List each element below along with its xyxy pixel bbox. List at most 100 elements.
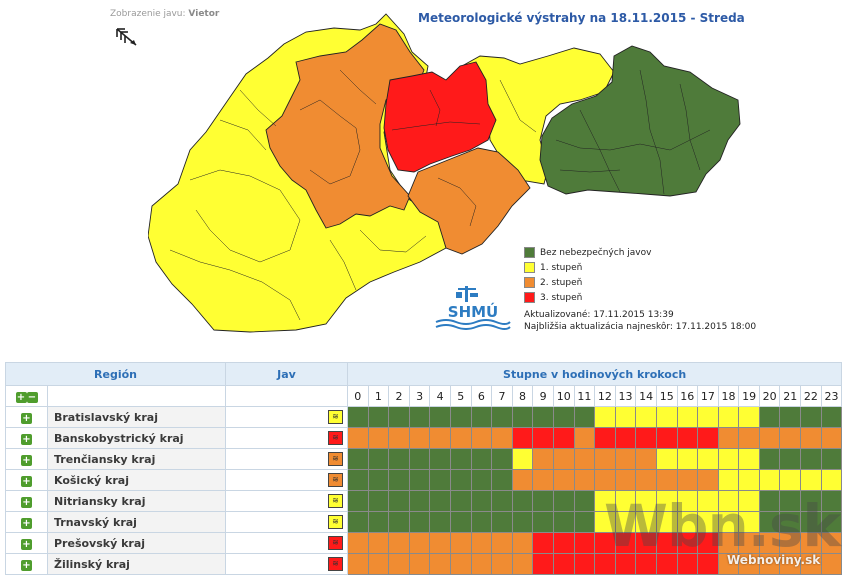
hour-level-cell xyxy=(532,532,554,554)
expand-cell: + xyxy=(5,490,48,512)
view-label: Zobrazenie javu: xyxy=(110,9,186,19)
hour-level-cell xyxy=(347,490,369,512)
expand-row-button[interactable]: + xyxy=(21,475,32,487)
hour-level-cell xyxy=(758,406,781,428)
jav-cell: ≋ xyxy=(225,532,348,554)
region-name[interactable]: Žilinský kraj xyxy=(47,553,226,575)
hour-level-cell xyxy=(655,469,678,491)
expand-row-button[interactable]: + xyxy=(21,538,32,550)
hour-level-cell xyxy=(408,427,431,449)
hour-level-cell xyxy=(676,511,699,533)
region-name[interactable]: Trenčiansky kraj xyxy=(47,448,226,470)
expand-row-button[interactable]: + xyxy=(21,496,32,508)
logo-text: SHMÚ xyxy=(448,302,498,321)
wind-warning-icon[interactable]: ≋ xyxy=(328,515,343,529)
hour-level-cell xyxy=(676,427,699,449)
expand-cell: + xyxy=(5,469,48,491)
wind-warning-icon[interactable]: ≋ xyxy=(328,557,343,571)
hour-label: 1 xyxy=(367,385,390,407)
region-name[interactable]: Nitriansky kraj xyxy=(47,490,226,512)
hour-level-cell xyxy=(367,490,390,512)
hour-level-cell xyxy=(676,490,699,512)
hour-level-cell xyxy=(408,511,431,533)
wind-warning-icon[interactable]: ≋ xyxy=(328,431,343,445)
view-value: Vietor xyxy=(188,9,220,19)
hour-level-cell xyxy=(820,448,843,470)
wind-warning-icon[interactable]: ≋ xyxy=(328,473,343,487)
hour-level-cell xyxy=(614,469,637,491)
hour-level-cell xyxy=(573,406,596,428)
hour-label: 13 xyxy=(614,385,637,407)
region-name[interactable]: Prešovský kraj xyxy=(47,532,226,554)
legend-label: 1. stupeň xyxy=(540,262,583,273)
hour-level-cell xyxy=(552,532,575,554)
hour-level-cell xyxy=(635,427,657,449)
wind-warning-icon[interactable]: ≋ xyxy=(328,452,343,466)
hour-level-cell xyxy=(367,553,390,575)
hour-label: 12 xyxy=(594,385,616,407)
expand-cell: + xyxy=(5,511,48,533)
hour-label: 18 xyxy=(717,385,740,407)
hour-level-cell xyxy=(388,448,410,470)
hour-level-cell xyxy=(429,532,451,554)
hour-level-cell xyxy=(511,553,534,575)
table-row: + Žilinský kraj ≋ xyxy=(5,553,843,575)
watermark-sub: Webnoviny.sk xyxy=(727,553,821,567)
region-name[interactable]: Banskobystrický kraj xyxy=(47,427,226,449)
hour-level-cell xyxy=(800,427,822,449)
hour-label: 21 xyxy=(779,385,802,407)
expand-row-button[interactable]: + xyxy=(21,433,32,445)
map-green-area xyxy=(539,45,741,197)
hour-level-cell xyxy=(573,448,596,470)
hour-level-cell xyxy=(676,532,699,554)
hour-level-cell xyxy=(800,469,822,491)
hour-level-cell xyxy=(552,553,575,575)
expand-cell: + xyxy=(5,553,48,575)
collapse-all-button[interactable]: − xyxy=(26,391,38,403)
hour-level-cell xyxy=(800,448,822,470)
hour-level-cell xyxy=(367,532,390,554)
hour-level-cell xyxy=(491,511,513,533)
header-jav: Jav xyxy=(225,362,348,386)
table-row: + Nitriansky kraj ≋ xyxy=(5,490,843,512)
hour-level-cell xyxy=(573,490,596,512)
hour-level-cell xyxy=(676,469,699,491)
warning-map[interactable] xyxy=(148,12,748,342)
hour-level-cell xyxy=(532,427,554,449)
district-borders xyxy=(169,69,711,321)
hour-level-cell xyxy=(800,406,822,428)
hour-level-cell xyxy=(429,406,451,428)
hour-level-cell xyxy=(614,532,637,554)
hour-level-cell xyxy=(717,427,740,449)
hour-label: 2 xyxy=(388,385,410,407)
hour-level-cell xyxy=(758,469,781,491)
map-red-area xyxy=(383,61,497,173)
wind-warning-icon[interactable]: ≋ xyxy=(328,536,343,550)
table-row: + Trenčiansky kraj ≋ xyxy=(5,448,843,470)
wind-warning-icon[interactable]: ≋ xyxy=(328,410,343,424)
expand-row-button[interactable]: + xyxy=(21,412,32,424)
hour-label: 14 xyxy=(635,385,657,407)
expand-row-button[interactable]: + xyxy=(21,517,32,529)
region-name[interactable]: Košický kraj xyxy=(47,469,226,491)
hour-level-cell xyxy=(388,427,410,449)
expand-all-button[interactable]: + xyxy=(15,391,27,403)
hour-label: 16 xyxy=(676,385,699,407)
table-row: + Bratislavský kraj ≋ xyxy=(5,406,843,428)
expand-row-button[interactable]: + xyxy=(21,454,32,466)
map-orange-west xyxy=(265,23,425,229)
hour-level-cell xyxy=(655,490,678,512)
hour-level-cell xyxy=(717,469,740,491)
expand-row-button[interactable]: + xyxy=(21,559,32,571)
view-selector[interactable]: Zobrazenie javu: Vietor xyxy=(110,9,219,19)
region-name[interactable]: Bratislavský kraj xyxy=(47,406,226,428)
region-name[interactable]: Trnavský kraj xyxy=(47,511,226,533)
hour-level-cell xyxy=(573,511,596,533)
hour-level-cell xyxy=(470,406,493,428)
hour-level-cell xyxy=(820,427,843,449)
hour-label: 5 xyxy=(449,385,472,407)
hour-level-cell xyxy=(697,448,719,470)
hour-level-cell xyxy=(635,406,657,428)
wind-warning-icon[interactable]: ≋ xyxy=(328,494,343,508)
hour-level-cell xyxy=(532,511,554,533)
